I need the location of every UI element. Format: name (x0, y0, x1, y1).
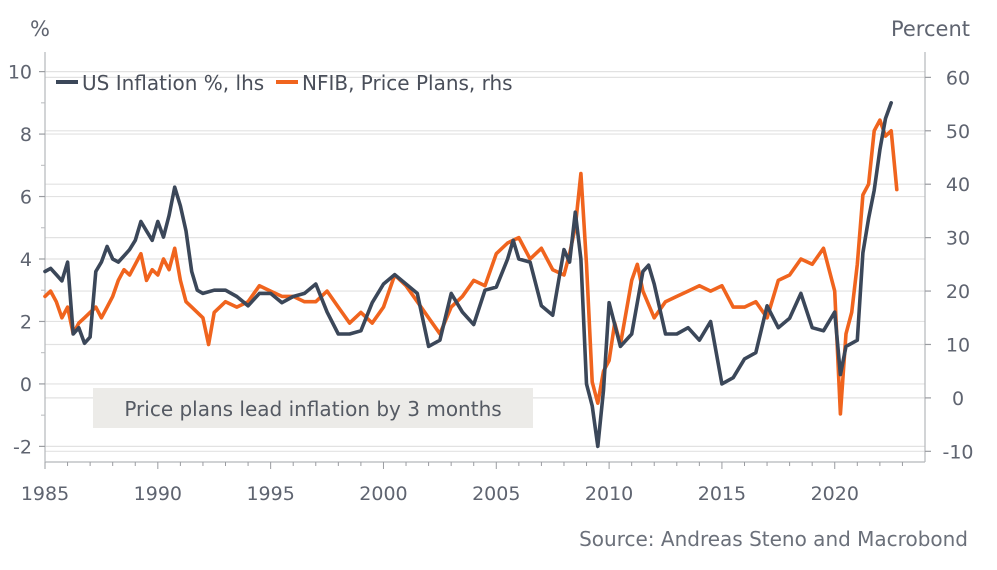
left-tick-label-4: 4 (20, 249, 32, 271)
x-tick-label-2000: 2000 (359, 483, 407, 505)
left-tick-label--2: -2 (13, 436, 32, 458)
x-tick-label-2005: 2005 (472, 483, 520, 505)
legend-label-nfib: NFIB, Price Plans, rhs (302, 71, 513, 95)
right-tick-label-50: 50 (946, 121, 970, 143)
x-tick-label-2020: 2020 (811, 483, 859, 505)
x-tick-label-1990: 1990 (134, 483, 182, 505)
annotation-background (93, 388, 533, 428)
annotation-box: Price plans lead inflation by 3 months (93, 388, 533, 428)
series-layer (43, 101, 899, 449)
right-tick-label-60: 60 (946, 67, 970, 89)
x-tick-label-2015: 2015 (698, 483, 746, 505)
right-tick-label-30: 30 (946, 228, 970, 250)
x-tick-label-2010: 2010 (585, 483, 633, 505)
right-axis-unit: Percent (891, 17, 970, 41)
left-tick-label-2: 2 (20, 311, 32, 333)
legend-label-inflation: US Inflation %, lhs (82, 71, 264, 95)
right-tick-label-40: 40 (946, 174, 970, 196)
left-axis-unit: % (30, 17, 50, 41)
x-tick-label-1995: 1995 (246, 483, 294, 505)
x-tick-label-1985: 1985 (21, 483, 69, 505)
right-tick-label-20: 20 (946, 281, 970, 303)
left-tick-label-6: 6 (20, 187, 32, 209)
legend: US Inflation %, lhs NFIB, Price Plans, r… (56, 71, 513, 95)
right-tick-label-10: 10 (946, 334, 970, 356)
right-tick-label-0: 0 (952, 388, 964, 410)
axes: -2 0 2 4 6 8 10 -10 0 10 20 30 40 50 60 1985 1990 1995 200… (8, 52, 974, 505)
annotation-text: Price plans lead inflation by 3 months (124, 397, 501, 421)
left-tick-label-10: 10 (8, 62, 32, 84)
source-note: Source: Andreas Steno and Macrobond (579, 527, 968, 551)
series-line-inflation (43, 101, 893, 449)
left-tick-label-8: 8 (20, 124, 32, 146)
right-tick-label--10: -10 (942, 441, 973, 463)
left-tick-label-0: 0 (20, 374, 32, 396)
series-line-nfib (43, 118, 899, 416)
